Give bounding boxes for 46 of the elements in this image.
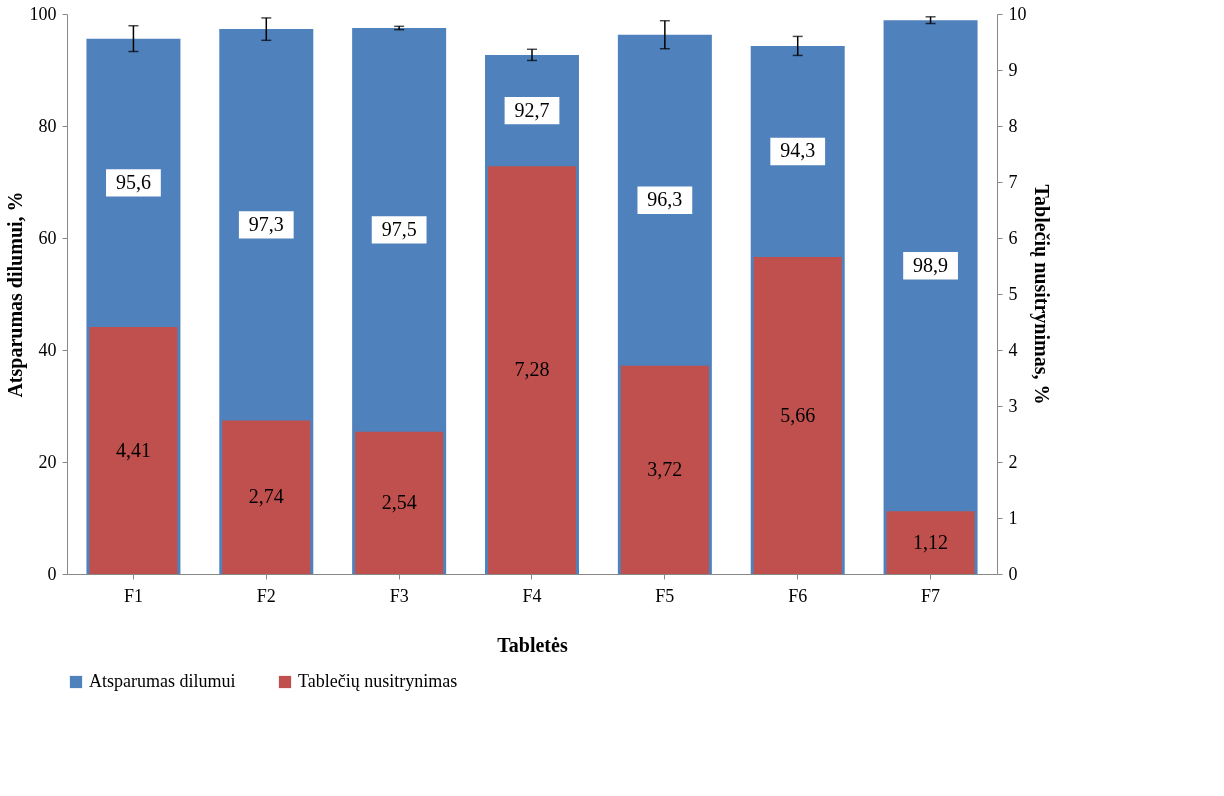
y2-tick-label: 9 xyxy=(1008,59,1018,80)
y2-tick-label: 7 xyxy=(1008,171,1018,192)
x-tick-label: F5 xyxy=(655,585,675,606)
x-tick-label: F6 xyxy=(788,585,808,606)
y2-tick-label: 10 xyxy=(1008,3,1027,24)
data-label: 98,9 xyxy=(913,253,949,276)
y2-tick-label: 8 xyxy=(1008,115,1018,136)
x-tick-label: F7 xyxy=(921,585,941,606)
y2-tick-label: 2 xyxy=(1008,451,1018,472)
legend-label: Tablečių nusitrynimas xyxy=(298,671,458,691)
bar xyxy=(886,511,975,574)
y-tick-label: 20 xyxy=(38,451,57,472)
data-label: 2,54 xyxy=(381,490,417,513)
y-tick-label: 60 xyxy=(38,227,57,248)
y2-tick-label: 0 xyxy=(1008,563,1018,584)
data-label: 96,3 xyxy=(647,188,683,211)
data-label: 92,7 xyxy=(514,98,550,121)
data-label: 94,3 xyxy=(780,139,816,162)
x-tick-label: F3 xyxy=(389,585,409,606)
data-label: 1,12 xyxy=(913,530,949,553)
x-axis-title: Tabletės xyxy=(497,633,568,656)
y2-axis-title: Tablečių nusitrynimas, % xyxy=(1029,184,1053,405)
data-label: 2,74 xyxy=(248,485,284,508)
data-label: 4,41 xyxy=(115,438,151,461)
data-label: 5,66 xyxy=(780,403,816,426)
x-tick-label: F1 xyxy=(123,585,143,606)
data-label: 97,5 xyxy=(381,217,417,240)
y-tick-label: 80 xyxy=(38,115,57,136)
data-label: 7,28 xyxy=(514,358,550,381)
bar xyxy=(355,431,444,574)
y2-tick-label: 4 xyxy=(1008,339,1018,360)
y2-tick-label: 1 xyxy=(1008,507,1018,528)
data-label: 3,72 xyxy=(647,457,683,480)
y2-tick-label: 3 xyxy=(1008,395,1018,416)
data-label: 95,6 xyxy=(115,170,151,193)
y-axis-title: Atsparumas dilumui, % xyxy=(3,191,27,398)
bar xyxy=(222,420,311,574)
y2-tick-label: 5 xyxy=(1008,283,1018,304)
x-tick-label: F4 xyxy=(522,585,542,606)
y-tick-label: 40 xyxy=(38,339,57,360)
legend-label: Atsparumas dilumui xyxy=(89,671,236,691)
y2-tick-label: 6 xyxy=(1008,227,1018,248)
y-tick-label: 0 xyxy=(47,563,57,584)
data-label: 97,3 xyxy=(248,212,284,235)
y-tick-label: 100 xyxy=(29,3,57,24)
x-tick-label: F2 xyxy=(256,585,276,606)
